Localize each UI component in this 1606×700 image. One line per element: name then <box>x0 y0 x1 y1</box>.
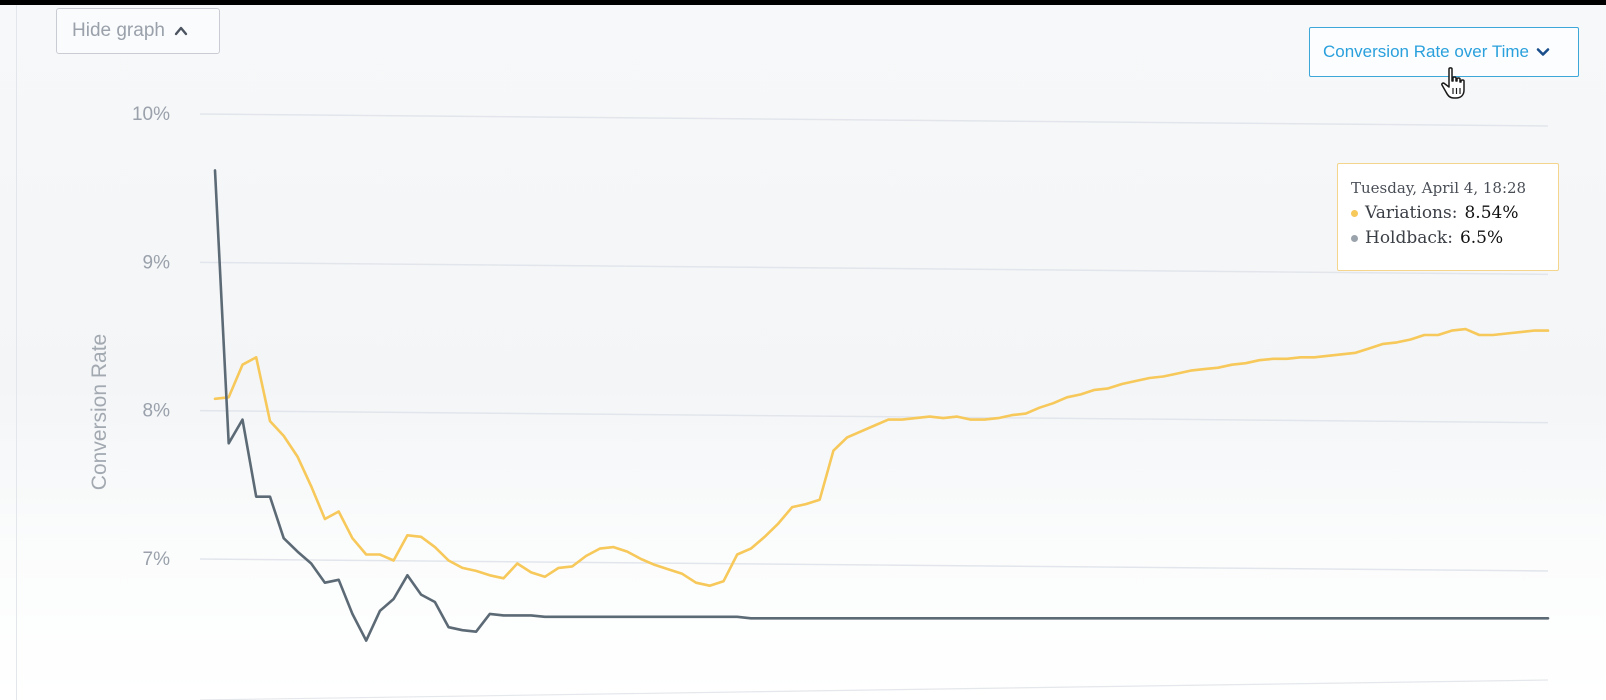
chevron-up-icon <box>174 26 188 36</box>
y-tick-label: 7% <box>143 549 171 570</box>
chart-panel <box>0 5 1606 700</box>
gridline <box>199 409 1549 424</box>
series-line-variations <box>213 327 1550 588</box>
gridline <box>199 558 1549 572</box>
pointer-hand-icon <box>1441 67 1465 99</box>
hide-graph-label: Hide graph <box>72 20 165 41</box>
tooltip-row-variations: Variations: 8.54% <box>1351 203 1558 223</box>
y-tick-label: 8% <box>143 401 171 422</box>
panel-left-border <box>16 5 17 700</box>
tooltip-date: Tuesday, April 4, 18:28 <box>1351 179 1527 197</box>
tooltip-series-value: 8.54% <box>1464 203 1519 223</box>
gridline <box>199 261 1549 276</box>
metric-select-dropdown[interactable]: Conversion Rate over Time <box>1309 27 1579 77</box>
chart-tooltip: Tuesday, April 4, 18:28 Variations: 8.54… <box>1337 163 1559 271</box>
x-axis-line <box>199 679 1549 700</box>
y-tick-label: 9% <box>143 252 171 273</box>
series-line-holdback <box>213 169 1550 642</box>
metric-select-value: Conversion Rate over Time <box>1323 42 1529 61</box>
tooltip-series-value: 6.5% <box>1459 228 1504 248</box>
tooltip-row-holdback: Holdback: 6.5% <box>1351 228 1558 248</box>
tooltip-series-name: Variations: <box>1365 203 1458 223</box>
chevron-down-icon <box>1536 48 1550 56</box>
hide-graph-button[interactable]: Hide graph <box>56 8 220 54</box>
y-axis-title: Conversion Rate <box>88 334 111 490</box>
gridline <box>199 113 1549 127</box>
variations-dot-icon <box>1351 209 1358 217</box>
top-edge-bar <box>0 0 1606 5</box>
holdback-dot-icon <box>1351 234 1358 242</box>
tooltip-series-name: Holdback: <box>1365 228 1453 248</box>
y-tick-label: 10% <box>132 104 170 125</box>
